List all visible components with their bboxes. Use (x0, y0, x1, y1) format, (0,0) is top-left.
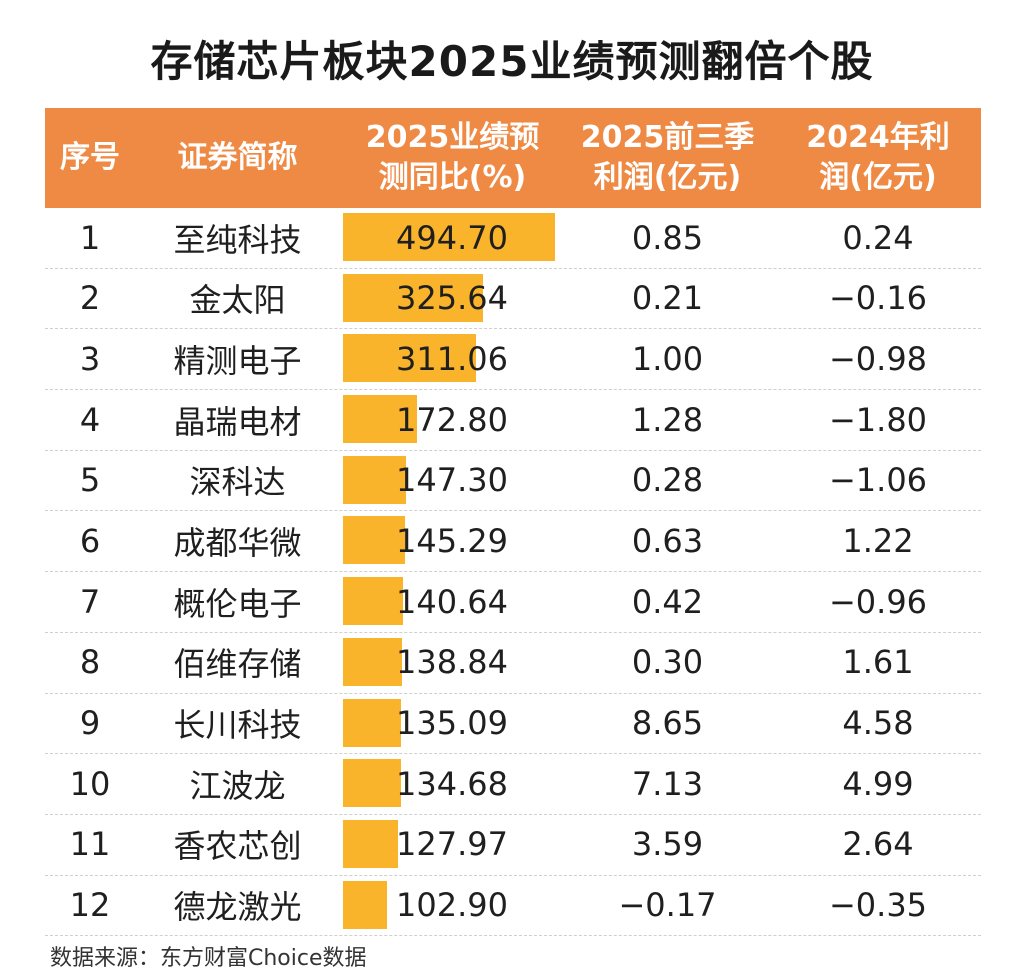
row-name: 佰维存储 (173, 645, 302, 684)
table-row: 2 金太阳 325.64 0.21 −0.16 (45, 269, 981, 330)
source-note: 数据来源：东方财富Choice数据 (50, 946, 367, 971)
yoy-bar (343, 698, 401, 747)
yoy-bar (343, 395, 417, 444)
row-q3-profit: 0.28 (631, 461, 704, 500)
row-yoy: 134.68 (396, 764, 508, 803)
table-row: 9 长川科技 135.09 8.65 4.58 (45, 694, 981, 755)
row-2024-profit: 1.61 (842, 643, 914, 682)
row-name: 成都华微 (173, 523, 302, 562)
row-index: 7 (79, 582, 101, 621)
row-q3-profit: 0.30 (631, 643, 704, 682)
chart-title: 存储芯片板块2025业绩预测翻倍个股 (150, 37, 874, 86)
row-2024-profit: 1.22 (842, 521, 914, 560)
row-yoy: 494.70 (396, 218, 508, 257)
row-index: 8 (79, 643, 101, 682)
row-q3-profit: 0.21 (631, 279, 704, 318)
row-name: 概伦电子 (173, 584, 302, 623)
table-row: 10 江波龙 134.68 7.13 4.99 (45, 754, 981, 815)
row-name: 长川科技 (173, 706, 302, 744)
row-name: 深科达 (189, 463, 286, 502)
row-q3-profit: 7.13 (631, 764, 704, 803)
row-name: 精测电子 (173, 341, 302, 380)
row-yoy: 145.29 (396, 521, 508, 560)
row-q3-profit: 1.00 (631, 339, 704, 378)
table-row: 6 成都华微 145.29 0.63 1.22 (45, 511, 981, 573)
table-row: 1 至纯科技 494.70 0.85 0.24 (45, 208, 981, 269)
row-2024-profit: −0.16 (828, 279, 928, 318)
row-q3-profit: 0.42 (631, 582, 704, 621)
row-yoy: 127.97 (396, 825, 508, 864)
row-name: 江波龙 (189, 766, 286, 805)
row-2024-profit: −1.06 (828, 461, 928, 500)
table-row: 4 晶瑞电材 172.80 1.28 −1.80 (45, 390, 981, 451)
data-table: 序号 证券简称 2025业绩预 测同比(%) 2025前三季 利润(亿元) 2024… (45, 108, 981, 937)
table-header: 序号 证券简称 2025业绩预 测同比(%) 2025前三季 利润(亿元) 2024… (45, 108, 981, 208)
row-index: 6 (79, 521, 101, 560)
row-name: 至纯科技 (173, 220, 302, 259)
row-q3-profit: 3.59 (631, 825, 704, 864)
row-index: 12 (69, 886, 111, 925)
row-name: 晶瑞电材 (173, 402, 302, 441)
row-yoy: 147.30 (396, 461, 508, 500)
row-yoy: 138.84 (396, 643, 508, 682)
row-yoy: 135.09 (396, 704, 508, 742)
table-row: 11 香农芯创 127.97 3.59 2.64 (45, 815, 981, 876)
table-row: 12 德龙激光 102.90 −0.17 −0.35 (45, 876, 981, 937)
yoy-bar (343, 880, 387, 929)
row-index: 5 (79, 461, 101, 500)
row-2024-profit: −0.96 (828, 582, 928, 621)
table-row: 3 精测电子 311.06 1.00 −0.98 (45, 329, 981, 391)
row-name: 香农芯创 (173, 827, 302, 866)
yoy-bar (343, 213, 555, 261)
row-yoy: 140.64 (396, 582, 508, 621)
yoy-bar (343, 759, 401, 808)
row-index: 3 (79, 339, 101, 378)
header-2024-profit: 2024年利 润(亿元) (806, 120, 950, 195)
row-yoy: 172.80 (396, 400, 508, 439)
row-2024-profit: 4.58 (842, 704, 914, 742)
row-2024-profit: −0.35 (828, 886, 928, 925)
table-row: 5 深科达 147.30 0.28 −1.06 (45, 451, 981, 512)
row-q3-profit: 0.85 (631, 218, 704, 257)
row-yoy: 311.06 (396, 339, 508, 378)
row-name: 金太阳 (189, 281, 286, 320)
row-2024-profit: −0.98 (828, 339, 928, 378)
row-index: 4 (79, 400, 101, 439)
row-2024-profit: 2.64 (842, 825, 914, 864)
row-index: 2 (79, 279, 101, 318)
row-2024-profit: 0.24 (842, 218, 914, 257)
row-yoy: 325.64 (396, 279, 508, 318)
header-q3-profit: 2025前三季 利润(亿元) (580, 120, 755, 195)
row-index: 11 (69, 825, 111, 864)
row-index: 9 (79, 704, 101, 742)
table-row: 7 概伦电子 140.64 0.42 −0.96 (45, 572, 981, 633)
header-index: 序号 (60, 140, 120, 175)
header-yoy: 2025业绩预 测同比(%) (365, 120, 540, 195)
yoy-bar (343, 516, 405, 565)
yoy-bar (343, 455, 406, 504)
yoy-bar (343, 577, 403, 626)
row-index: 1 (79, 218, 101, 257)
row-name: 德龙激光 (173, 888, 302, 927)
row-q3-profit: 1.28 (631, 400, 704, 439)
row-yoy: 102.90 (396, 886, 508, 925)
row-2024-profit: 4.99 (842, 764, 914, 803)
row-q3-profit: 0.63 (631, 521, 704, 560)
row-index: 10 (69, 764, 111, 803)
row-q3-profit: 8.65 (631, 704, 704, 742)
yoy-bar (343, 334, 476, 383)
table-row: 8 佰维存储 138.84 0.30 1.61 (45, 633, 981, 694)
row-q3-profit: −0.17 (618, 886, 717, 925)
header-name: 证券简称 (177, 140, 298, 175)
row-2024-profit: −1.80 (828, 400, 928, 439)
table-body: 1 至纯科技 494.70 0.85 0.24 2 金太阳 325.64 0.21 −0.16 3 精… (45, 208, 981, 937)
yoy-bar (343, 819, 398, 868)
yoy-bar (343, 637, 402, 686)
yoy-bar (343, 273, 483, 322)
